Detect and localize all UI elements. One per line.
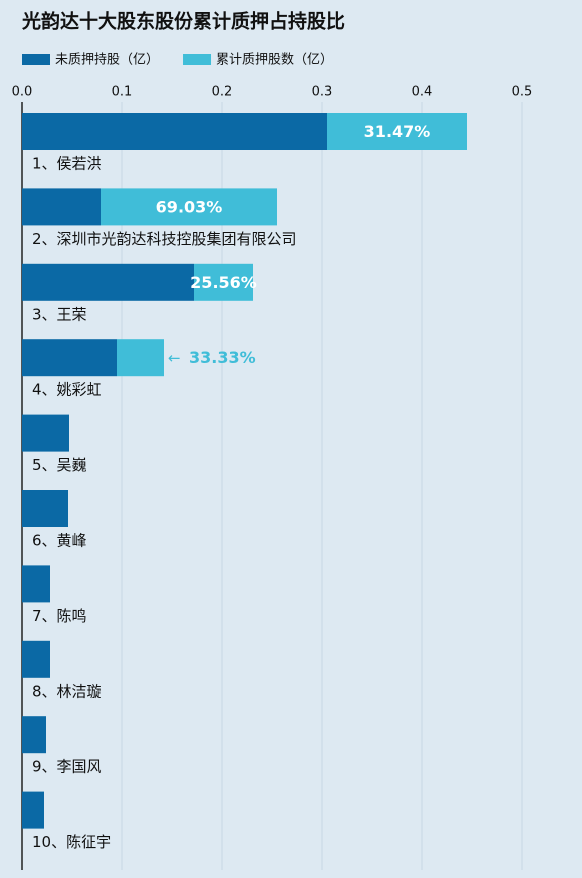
chart-title: 光韵达十大股东股份累计质押占持股比 xyxy=(21,10,345,33)
legend-label: 累计质押股数（亿） xyxy=(216,53,333,68)
category-label: 6、黄峰 xyxy=(32,532,87,550)
category-label: 5、吴巍 xyxy=(32,456,87,474)
bar-segment xyxy=(22,791,44,829)
legend-swatch xyxy=(22,54,50,65)
bar-segment xyxy=(22,640,50,678)
x-tick-label: 0.3 xyxy=(312,85,333,100)
category-label: 7、陈鸣 xyxy=(32,607,87,625)
x-tick-label: 0.1 xyxy=(112,85,133,100)
category-label: 9、李国风 xyxy=(32,758,102,776)
x-tick-label: 0.2 xyxy=(212,85,233,100)
bar-segment xyxy=(22,188,101,226)
category-label: 1、侯若洪 xyxy=(32,155,102,173)
bar-segment xyxy=(194,263,253,301)
bar-segment xyxy=(22,263,194,301)
bar-segment xyxy=(22,565,50,603)
bar-segment xyxy=(101,188,277,226)
pledge-ratio-label: 31.47% xyxy=(364,122,431,141)
bar-segment xyxy=(22,414,69,452)
bar-segment xyxy=(22,339,117,377)
bar-segment xyxy=(117,339,164,377)
category-label: 8、林洁璇 xyxy=(32,682,102,700)
x-tick-label: 0.0 xyxy=(12,85,33,100)
category-label: 10、陈征宇 xyxy=(32,833,111,851)
pledge-ratio-label: 69.03% xyxy=(156,197,223,216)
pledge-ratio-label: 33.33% xyxy=(189,348,256,367)
legend-swatch xyxy=(183,54,212,65)
pledge-ratio-label: 25.56% xyxy=(190,273,257,292)
bar-segment xyxy=(22,490,68,527)
x-tick-label: 0.4 xyxy=(412,85,433,100)
bar-segment xyxy=(327,113,467,150)
category-label: 2、深圳市光韵达科技控股集团有限公司 xyxy=(32,230,297,248)
x-tick-label: 0.5 xyxy=(512,85,533,100)
bar-segment xyxy=(22,113,327,150)
category-label: 3、王荣 xyxy=(32,305,87,323)
bar-segment xyxy=(22,716,46,754)
category-label: 4、姚彩虹 xyxy=(32,381,102,399)
legend-label: 未质押持股（亿） xyxy=(55,53,159,68)
pledge-ratio-arrow: ← xyxy=(168,349,181,367)
